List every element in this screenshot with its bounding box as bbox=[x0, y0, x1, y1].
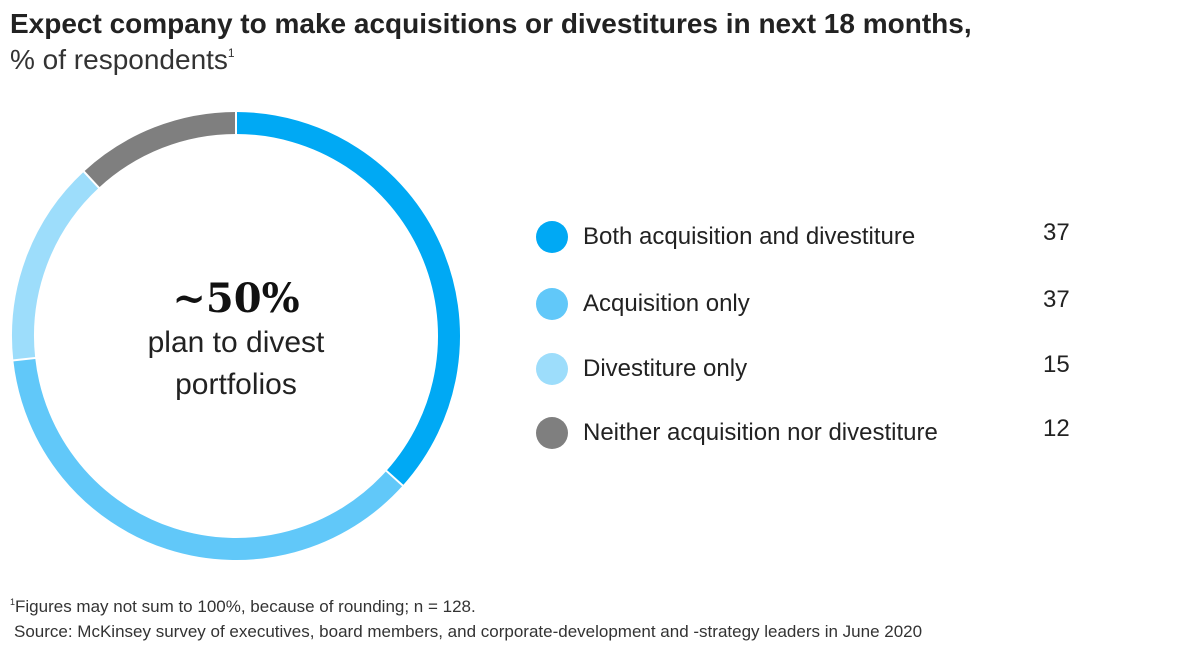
legend-swatch bbox=[536, 288, 568, 320]
data-label: 37 bbox=[1043, 219, 1070, 246]
footnote-mark: 1 bbox=[10, 597, 16, 607]
legend-swatch bbox=[536, 221, 568, 253]
legend-swatch bbox=[536, 353, 568, 385]
footnote-text: Figures may not sum to 100%, because of … bbox=[15, 597, 476, 616]
data-label: 12 bbox=[1043, 415, 1070, 442]
chart-title: Expect company to make acquisitions or d… bbox=[10, 8, 972, 39]
legend-item: Divestiture only 15 bbox=[536, 351, 1096, 387]
center-text-line1: plan to divest bbox=[147, 326, 325, 359]
legend-item: Neither acquisition nor divestiture 12 bbox=[536, 415, 1096, 451]
donut-slice bbox=[13, 357, 403, 560]
legend-swatch bbox=[536, 417, 568, 449]
donut-slice bbox=[83, 112, 237, 188]
slice-separator bbox=[82, 170, 101, 190]
legend-label: Divestiture only bbox=[583, 355, 748, 382]
source-note: Source: McKinsey survey of executives, b… bbox=[14, 622, 923, 641]
legend-label: Neither acquisition nor divestiture bbox=[583, 419, 938, 446]
legend-label: Acquisition only bbox=[583, 290, 750, 317]
center-value: ~50% bbox=[172, 275, 300, 322]
slice-separator bbox=[384, 469, 405, 487]
data-label: 15 bbox=[1043, 351, 1070, 378]
footnote-mark: 1 bbox=[227, 46, 235, 60]
center-label: ~50% plan to divest portfolios bbox=[86, 276, 386, 406]
donut-slice bbox=[12, 171, 99, 361]
center-text-line2: portfolios bbox=[175, 368, 297, 401]
chart-subtitle: % of respondents1 bbox=[10, 44, 235, 76]
subtitle-text: % of respondents bbox=[10, 44, 228, 75]
legend-item: Both acquisition and divestiture 37 bbox=[536, 219, 1096, 255]
slice-separator bbox=[12, 356, 37, 362]
data-label: 37 bbox=[1043, 286, 1070, 313]
legend-item: Acquisition only 37 bbox=[536, 286, 1096, 322]
donut-slice bbox=[235, 112, 460, 486]
donut-chart bbox=[12, 111, 460, 560]
legend-label: Both acquisition and divestiture bbox=[583, 223, 916, 250]
footnote: 1Figures may not sum to 100%, because of… bbox=[10, 597, 476, 617]
